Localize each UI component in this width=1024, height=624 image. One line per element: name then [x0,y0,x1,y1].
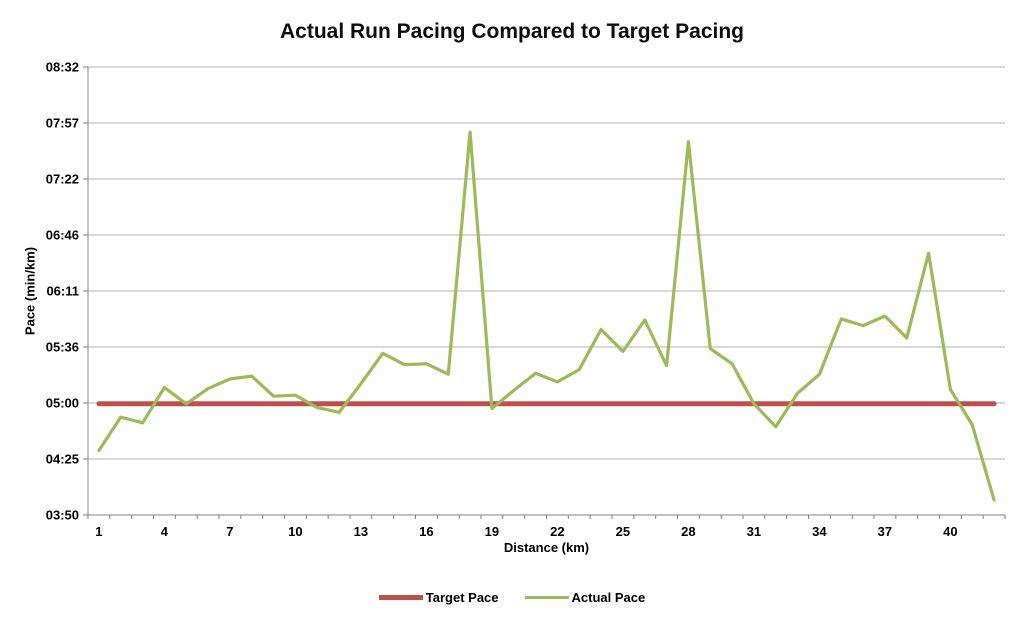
x-tick-label: 37 [878,524,892,539]
y-tick-label: 08:32 [46,60,79,75]
legend-label-target-pace: Target Pace [425,590,499,605]
x-tick-label: 4 [161,524,169,539]
x-tick-label: 28 [681,524,695,539]
legend: Target Pace Actual Pace [0,590,1024,605]
x-tick-label: 31 [747,524,761,539]
y-tick-label: 07:22 [46,172,79,187]
legend-item-actual-pace: Actual Pace [524,590,646,605]
x-tick-label: 22 [550,524,564,539]
x-tick-label: 7 [226,524,233,539]
x-tick-label: 13 [354,524,368,539]
y-tick-label: 03:50 [46,508,79,523]
y-axis-title: Pace (min/km) [22,246,38,336]
x-tick-label: 10 [288,524,302,539]
x-tick-label: 19 [485,524,499,539]
target-pace-line-swatch [378,595,423,600]
legend-item-target-pace: Target Pace [378,590,499,605]
y-tick-label: 05:36 [46,340,79,355]
x-tick-label: 40 [943,524,957,539]
y-tick-label: 06:46 [46,228,79,243]
y-tick-label: 06:11 [46,284,79,299]
x-axis-title: Distance (km) [503,540,590,555]
y-tick-label: 04:25 [46,452,79,467]
x-tick-label: 34 [812,524,827,539]
y-tick-label: 07:57 [46,116,79,131]
chart-title: Actual Run Pacing Compared to Target Pac… [279,20,744,43]
actual-pace-line-swatch [524,596,569,599]
legend-label-actual-pace: Actual Pace [571,590,646,605]
x-tick-label: 16 [419,524,433,539]
x-tick-label: 25 [616,524,630,539]
actual-pace-line [97,130,996,502]
x-tick-label: 1 [95,524,102,539]
y-tick-label: 05:00 [46,396,79,411]
